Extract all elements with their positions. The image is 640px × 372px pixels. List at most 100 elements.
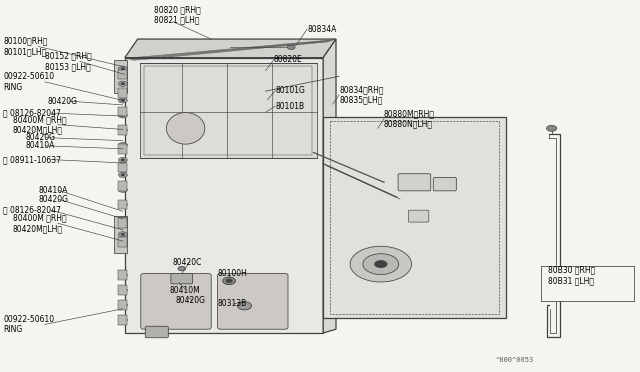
Text: 80B30 〈RH〉
80B31 〈LH〉: 80B30 〈RH〉 80B31 〈LH〉 [548,266,596,285]
Circle shape [121,274,125,276]
Circle shape [121,99,125,102]
Circle shape [118,128,127,133]
Text: 80834A: 80834A [307,25,337,33]
Circle shape [121,159,125,161]
Circle shape [287,45,295,49]
FancyBboxPatch shape [118,285,127,295]
Polygon shape [323,117,506,318]
Circle shape [121,319,125,321]
Circle shape [118,217,127,222]
FancyBboxPatch shape [118,144,127,154]
Circle shape [223,277,236,285]
Text: 80410A: 80410A [26,141,55,150]
Text: 80410M: 80410M [170,286,200,295]
FancyBboxPatch shape [118,237,127,247]
Circle shape [350,246,412,282]
Text: 80410A: 80410A [38,186,68,195]
FancyBboxPatch shape [118,107,127,116]
Circle shape [121,129,125,131]
Text: 00922-50610
RING: 00922-50610 RING [3,72,54,92]
FancyBboxPatch shape [118,163,127,172]
FancyBboxPatch shape [541,266,634,301]
FancyBboxPatch shape [408,210,429,222]
Text: ^800^0053: ^800^0053 [496,357,534,363]
Circle shape [374,260,387,268]
Text: 80100〈RH〉
80101〈LH〉: 80100〈RH〉 80101〈LH〉 [3,37,48,56]
FancyBboxPatch shape [398,174,431,191]
Circle shape [121,114,125,116]
Circle shape [237,302,252,310]
Circle shape [121,83,125,85]
FancyBboxPatch shape [118,218,127,228]
FancyBboxPatch shape [118,200,127,209]
Circle shape [121,68,125,70]
Circle shape [121,218,125,221]
FancyBboxPatch shape [118,300,127,310]
FancyBboxPatch shape [118,270,127,280]
Polygon shape [125,58,323,333]
Text: 00922-50610
RING: 00922-50610 RING [3,315,54,334]
Circle shape [121,304,125,306]
Circle shape [118,172,127,177]
Text: 80101G: 80101G [275,86,305,95]
Text: Ⓑ 08126-82047: Ⓑ 08126-82047 [3,109,61,118]
Circle shape [178,266,186,271]
FancyBboxPatch shape [118,181,127,191]
Text: 80420C: 80420C [173,258,202,267]
Circle shape [118,202,127,207]
Text: 80880M〈RH〉
80880N〈LH〉: 80880M〈RH〉 80880N〈LH〉 [384,109,435,129]
Circle shape [118,66,127,71]
Circle shape [121,189,125,191]
Text: 80420G: 80420G [176,296,206,305]
Text: 80400M 〈RH〉
80420M〈LH〉: 80400M 〈RH〉 80420M〈LH〉 [13,214,67,233]
Circle shape [118,81,127,86]
Circle shape [547,125,557,131]
Circle shape [118,142,127,148]
Circle shape [121,289,125,291]
Text: 80400M 〈RH〉
80420M〈LH〉: 80400M 〈RH〉 80420M〈LH〉 [13,115,67,134]
Circle shape [118,302,127,308]
Text: 80820 〈RH〉
80821 〈LH〉: 80820 〈RH〉 80821 〈LH〉 [154,5,200,25]
Text: 80420G: 80420G [48,97,78,106]
FancyBboxPatch shape [118,315,127,325]
Text: 80313B: 80313B [218,299,247,308]
Text: 80100H: 80100H [218,269,248,278]
Polygon shape [323,39,336,333]
FancyBboxPatch shape [118,125,127,135]
FancyBboxPatch shape [145,326,168,338]
Circle shape [121,144,125,146]
Circle shape [226,279,232,283]
Circle shape [363,254,399,275]
Circle shape [118,113,127,118]
Circle shape [118,288,127,293]
FancyBboxPatch shape [118,70,127,79]
Text: 80820E: 80820E [274,55,303,64]
Circle shape [118,187,127,192]
Circle shape [118,157,127,163]
Circle shape [121,203,125,206]
Text: 80420G: 80420G [38,195,68,204]
FancyBboxPatch shape [0,4,634,365]
Polygon shape [114,216,127,253]
Circle shape [118,232,127,237]
Text: 80101B: 80101B [275,102,305,110]
FancyBboxPatch shape [218,273,288,329]
Polygon shape [125,39,336,58]
FancyBboxPatch shape [433,177,456,191]
FancyBboxPatch shape [141,273,211,329]
Circle shape [121,174,125,176]
Polygon shape [114,60,127,93]
Text: Ⓡ 08126-82047: Ⓡ 08126-82047 [3,206,61,215]
Ellipse shape [166,112,205,144]
Text: 80834〈RH〉
80835〈LH〉: 80834〈RH〉 80835〈LH〉 [339,85,384,105]
Polygon shape [140,63,317,158]
Text: Ⓝ 08911-10637: Ⓝ 08911-10637 [3,155,61,164]
Circle shape [121,233,125,235]
Text: 80420G: 80420G [26,133,56,142]
FancyBboxPatch shape [171,273,193,284]
FancyBboxPatch shape [118,88,127,98]
Text: 80152 〈RH〉
80153 〈LH〉: 80152 〈RH〉 80153 〈LH〉 [45,52,92,71]
Circle shape [118,317,127,323]
Circle shape [118,98,127,103]
Circle shape [118,273,127,278]
